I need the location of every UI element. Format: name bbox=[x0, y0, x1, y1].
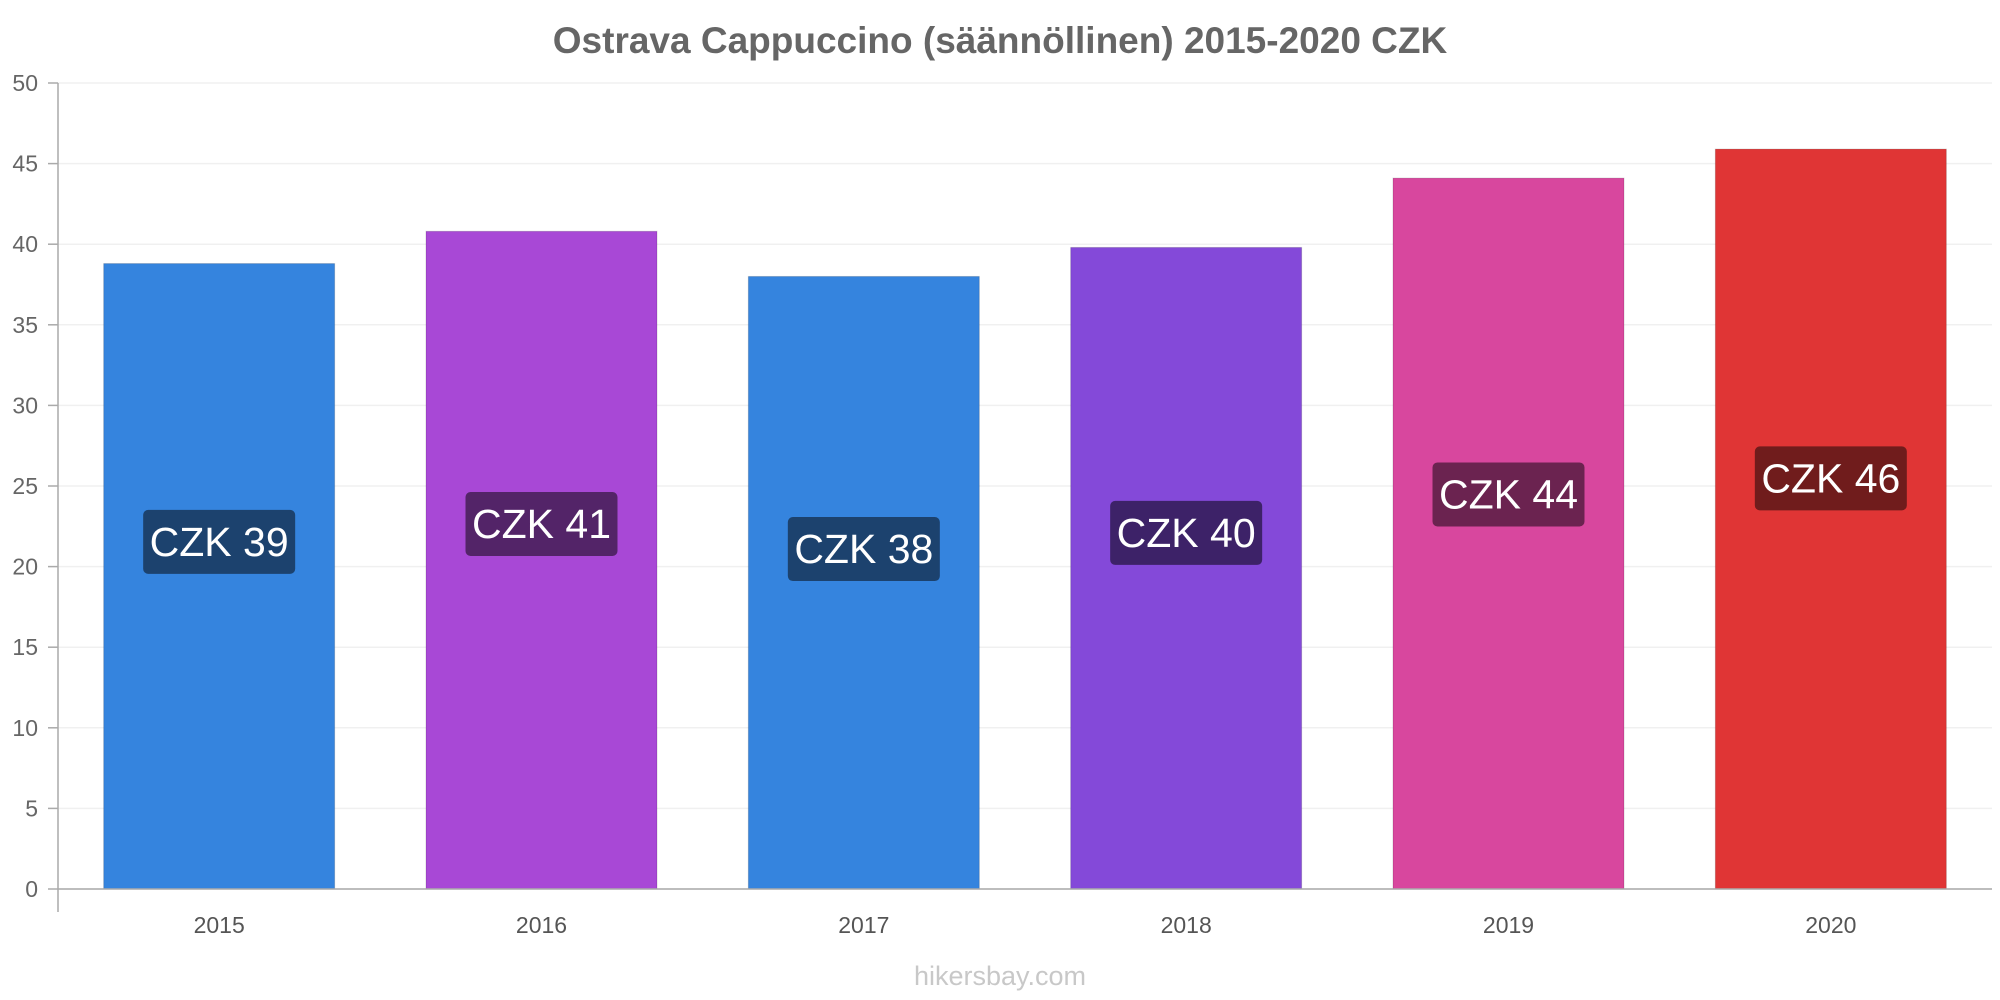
watermark: hikersbay.com bbox=[914, 961, 1086, 991]
y-tick-label: 25 bbox=[12, 473, 38, 499]
chart-title: Ostrava Cappuccino (säännöllinen) 2015-2… bbox=[553, 20, 1448, 61]
data-label-box bbox=[1754, 446, 1907, 511]
y-tick-label: 50 bbox=[12, 70, 38, 96]
y-tick-label: 20 bbox=[12, 554, 38, 580]
x-tick-label: 2017 bbox=[838, 912, 889, 938]
data-label: CZK 38 bbox=[794, 526, 933, 572]
bar-2015 bbox=[103, 263, 336, 890]
y-tick-label: 30 bbox=[12, 392, 38, 418]
y-tick-label: 40 bbox=[12, 231, 38, 257]
y-tick-label: 45 bbox=[12, 151, 38, 177]
x-tick-label: 2015 bbox=[194, 912, 245, 938]
data-label: CZK 44 bbox=[1439, 471, 1578, 517]
data-label-box bbox=[143, 509, 296, 574]
x-tick-label: 2020 bbox=[1805, 912, 1856, 938]
bar-2020 bbox=[1714, 148, 1947, 890]
x-tick-label: 2018 bbox=[1161, 912, 1212, 938]
data-label-box bbox=[1432, 462, 1585, 527]
data-label-box bbox=[1110, 500, 1263, 565]
y-tick-label: 10 bbox=[12, 715, 38, 741]
data-label-box bbox=[787, 517, 940, 582]
data-label: CZK 41 bbox=[472, 501, 611, 547]
y-tick-label: 35 bbox=[12, 312, 38, 338]
data-label: CZK 40 bbox=[1117, 510, 1256, 556]
data-label: CZK 39 bbox=[150, 519, 289, 565]
bar-2017 bbox=[747, 275, 980, 890]
bar-2018 bbox=[1070, 246, 1303, 890]
bar-2016 bbox=[425, 230, 658, 890]
x-tick-label: 2019 bbox=[1483, 912, 1534, 938]
x-tick-label: 2016 bbox=[516, 912, 567, 938]
bar-2019 bbox=[1392, 177, 1625, 890]
data-label-box bbox=[465, 491, 618, 556]
y-tick-label: 5 bbox=[25, 795, 38, 821]
y-tick-label: 15 bbox=[12, 634, 38, 660]
data-label: CZK 46 bbox=[1761, 455, 1900, 501]
y-tick-label: 0 bbox=[25, 876, 38, 902]
